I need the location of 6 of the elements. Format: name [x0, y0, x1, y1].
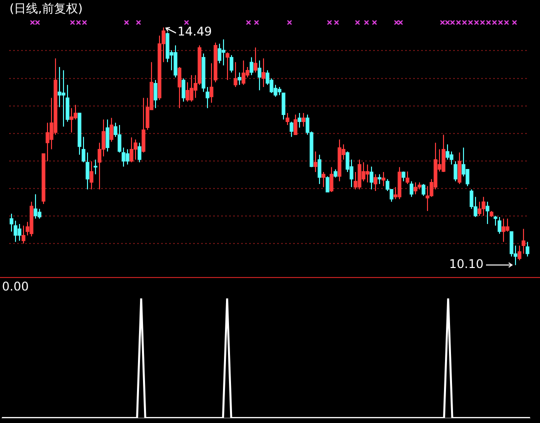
candlestick — [94, 160, 98, 174]
chart-title: (日线,前复权) — [10, 1, 83, 16]
annotation: 14.49 — [178, 24, 212, 39]
candlestick — [62, 70, 66, 127]
chart-title: 0.00 — [2, 279, 29, 294]
annotation: 10.10 — [449, 257, 484, 272]
